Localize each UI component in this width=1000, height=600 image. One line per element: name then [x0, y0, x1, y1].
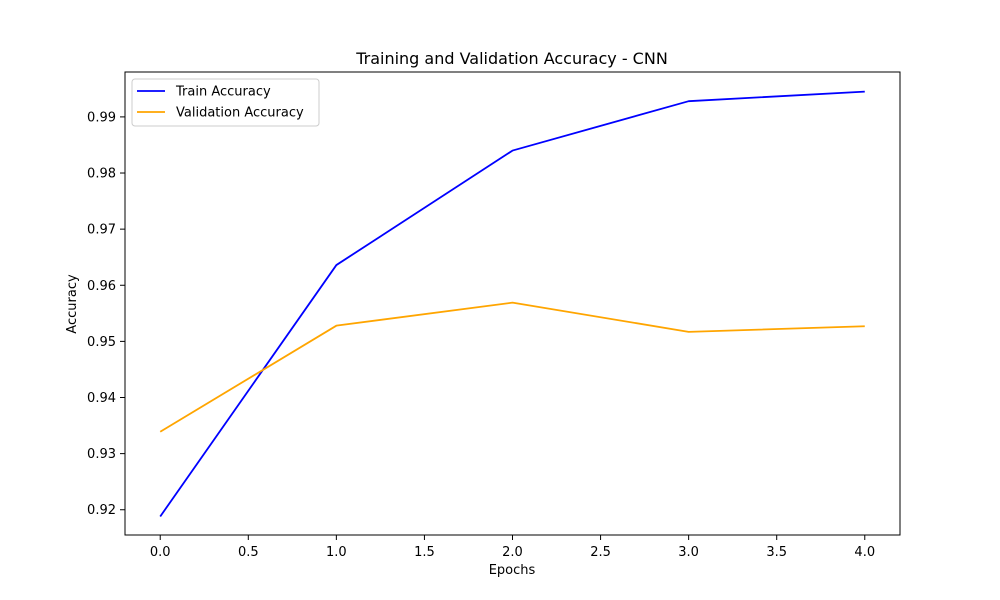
legend-box	[131, 78, 320, 127]
y-tick-label: 0.96	[87, 279, 116, 294]
x-tick-label: 2.5	[590, 545, 611, 560]
x-tick-label: 1.5	[414, 545, 435, 560]
x-tick-label: 3.5	[766, 545, 787, 560]
x-tick-label: 0.0	[150, 545, 171, 560]
y-tick-label: 0.99	[87, 110, 116, 125]
legend-label-train-accuracy: Train Accuracy	[175, 85, 271, 100]
x-tick-label: 2.0	[502, 545, 523, 560]
y-tick-label: 0.92	[87, 503, 116, 518]
series-line-train-accuracy	[159, 90, 865, 517]
y-tick-label: 0.93	[87, 447, 116, 462]
y-tick-label: 0.98	[87, 167, 116, 182]
y-tick-label: 0.97	[87, 223, 116, 238]
legend-label-validation-accuracy: Validation Accuracy	[176, 106, 304, 121]
y-tick-label: 0.94	[87, 391, 116, 406]
y-tick-label: 0.95	[87, 335, 116, 350]
x-tick-label: 3.0	[678, 545, 699, 560]
x-tick-label: 4.0	[854, 545, 875, 560]
series-line-validation-accuracy	[159, 301, 865, 433]
chart-title: Training and Validation Accuracy - CNN	[355, 49, 668, 68]
x-tick-label: 1.0	[326, 545, 347, 560]
x-tick-label: 0.5	[238, 545, 259, 560]
y-axis-label: Accuracy	[65, 274, 80, 334]
x-axis-label: Epochs	[489, 563, 536, 578]
